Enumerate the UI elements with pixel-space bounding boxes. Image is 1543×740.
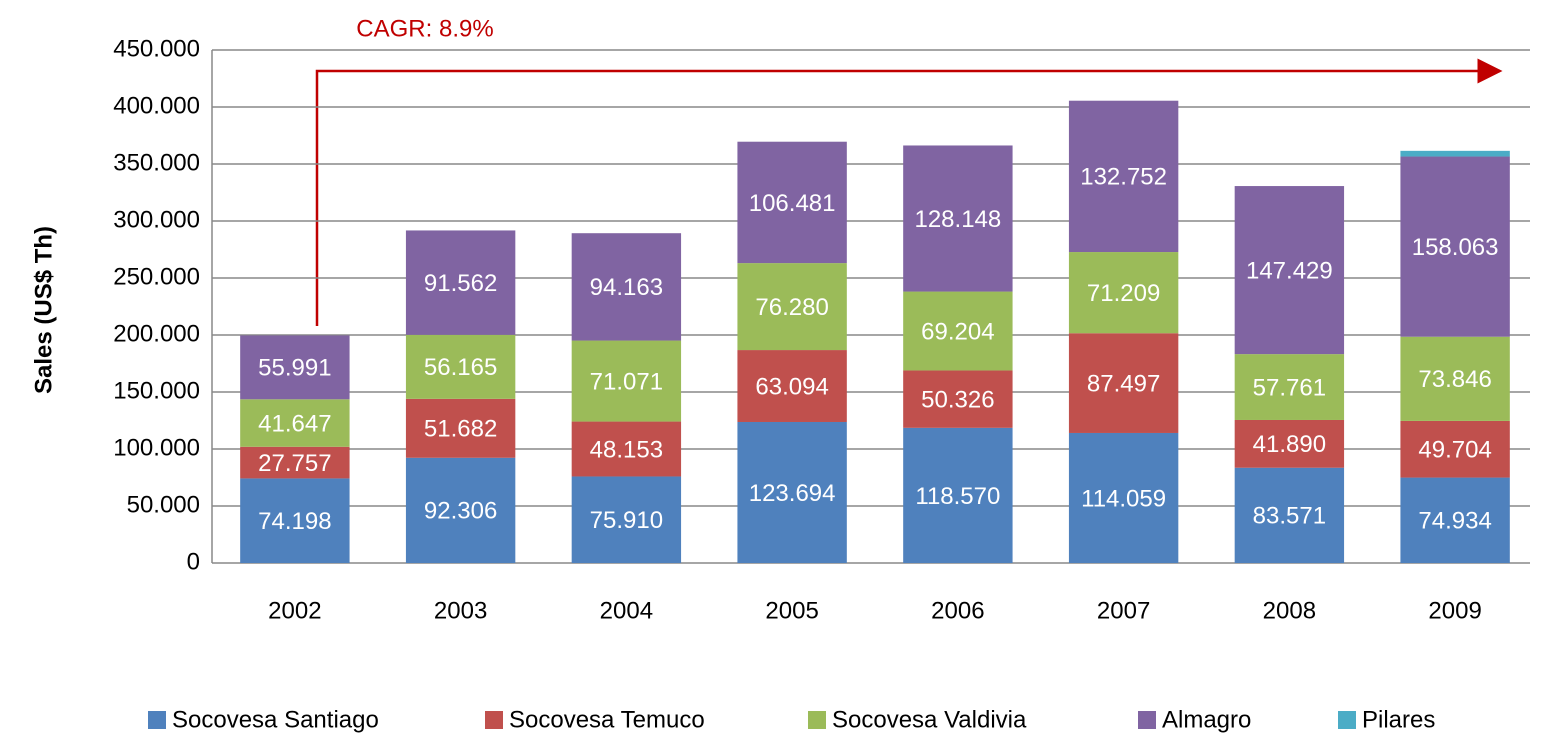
data-label: 41.890 [1253, 431, 1326, 458]
bar-segment [405, 457, 516, 563]
bar-segment [737, 141, 847, 264]
cagr-arrow [315, 58, 1503, 326]
bar-segment [737, 350, 847, 422]
data-label: 49.704 [1418, 437, 1491, 464]
legend-swatch [1138, 711, 1156, 729]
y-tick-label: 100.000 [113, 434, 200, 461]
data-label: 128.148 [914, 206, 1001, 233]
bar-segment [1234, 186, 1345, 355]
legend-swatch [1338, 711, 1356, 729]
legend-swatch [808, 711, 826, 729]
x-tick-label: 2007 [1097, 597, 1150, 624]
legend-label: Pilares [1362, 706, 1435, 733]
bar-segment [1234, 467, 1345, 563]
bar-segment [1068, 432, 1179, 563]
y-tick-label: 350.000 [113, 149, 200, 176]
data-label: 57.761 [1253, 374, 1326, 401]
cagr-annotation: CAGR: 8.9% [356, 15, 493, 42]
bar-segment [1068, 100, 1179, 253]
legend-label: Socovesa Valdivia [832, 706, 1027, 733]
bar-segment [1068, 252, 1179, 334]
bar-segment [240, 399, 350, 447]
legend-label: Socovesa Santiago [172, 706, 379, 733]
x-tick-label: 2002 [268, 597, 321, 624]
legend-label: Almagro [1162, 706, 1251, 733]
data-label: 71.071 [590, 368, 663, 395]
bar-segment [1400, 156, 1510, 337]
y-tick-label: 400.000 [113, 92, 200, 119]
data-label: 106.481 [749, 190, 836, 217]
x-tick-label: 2005 [765, 597, 818, 624]
bar-segment [1234, 419, 1345, 468]
data-label: 74.934 [1418, 508, 1491, 535]
x-tick-label: 2009 [1428, 597, 1481, 624]
bar-segment [903, 291, 1013, 371]
bar-segment [571, 340, 682, 422]
bar-segment [1068, 333, 1179, 433]
y-tick-label: 450.000 [113, 35, 200, 62]
bar-segment [571, 233, 682, 341]
data-label: 41.647 [258, 410, 331, 437]
data-label: 147.429 [1246, 257, 1333, 284]
data-label: 132.752 [1080, 164, 1167, 191]
x-tick-label: 2004 [600, 597, 653, 624]
data-label: 51.682 [424, 416, 497, 443]
data-label: 69.204 [921, 318, 994, 345]
data-label: 75.910 [590, 507, 663, 534]
data-label: 76.280 [755, 294, 828, 321]
y-tick-label: 0 [187, 548, 200, 575]
data-label: 71.209 [1087, 280, 1160, 307]
data-label: 158.063 [1412, 234, 1499, 261]
bar-segment [903, 370, 1013, 428]
bar-segment [1400, 150, 1510, 157]
y-tick-label: 200.000 [113, 320, 200, 347]
bar-segment [903, 427, 1013, 563]
data-label: 27.757 [258, 450, 331, 477]
bar-segment [405, 398, 516, 458]
bar-segment [1400, 477, 1510, 563]
data-label: 56.165 [424, 354, 497, 381]
bar-segment [571, 476, 682, 563]
y-tick-label: 150.000 [113, 377, 200, 404]
bar-segment [571, 421, 682, 477]
bar-segment [405, 230, 516, 335]
bar-segment [1234, 354, 1345, 420]
data-label: 83.571 [1253, 503, 1326, 530]
data-label: 114.059 [1081, 485, 1166, 512]
data-label: 63.094 [755, 373, 828, 400]
data-label: 123.694 [749, 480, 836, 507]
x-tick-label: 2008 [1263, 597, 1316, 624]
bar-segment [1400, 336, 1510, 421]
data-label: 48.153 [590, 436, 663, 463]
data-label: 118.570 [915, 483, 1000, 510]
y-axis-title: Sales (US$ Th) [30, 226, 57, 394]
y-tick-label: 250.000 [113, 263, 200, 290]
data-label: 87.497 [1087, 370, 1160, 397]
bar-segment [240, 446, 350, 479]
data-label: 55.991 [258, 355, 331, 382]
legend-label: Socovesa Temuco [509, 706, 705, 733]
data-label: 74.198 [258, 508, 331, 535]
x-tick-label: 2006 [931, 597, 984, 624]
bar-segment [1400, 420, 1510, 478]
data-label: 92.306 [424, 498, 497, 525]
bar-segment [240, 335, 350, 400]
bar-segment [737, 421, 847, 563]
data-label: 91.562 [424, 270, 497, 297]
data-label: 50.326 [921, 386, 994, 413]
legend-swatch [148, 711, 166, 729]
data-label: 73.846 [1418, 366, 1491, 393]
data-label: 94.163 [590, 274, 663, 301]
x-tick-label: 2003 [434, 597, 487, 624]
bar-segment [903, 145, 1013, 292]
bar-segment [737, 263, 847, 351]
legend-swatch [485, 711, 503, 729]
bar-segment [240, 478, 350, 563]
y-tick-label: 300.000 [113, 206, 200, 233]
bar-segment [405, 334, 516, 399]
y-tick-label: 50.000 [127, 491, 200, 518]
